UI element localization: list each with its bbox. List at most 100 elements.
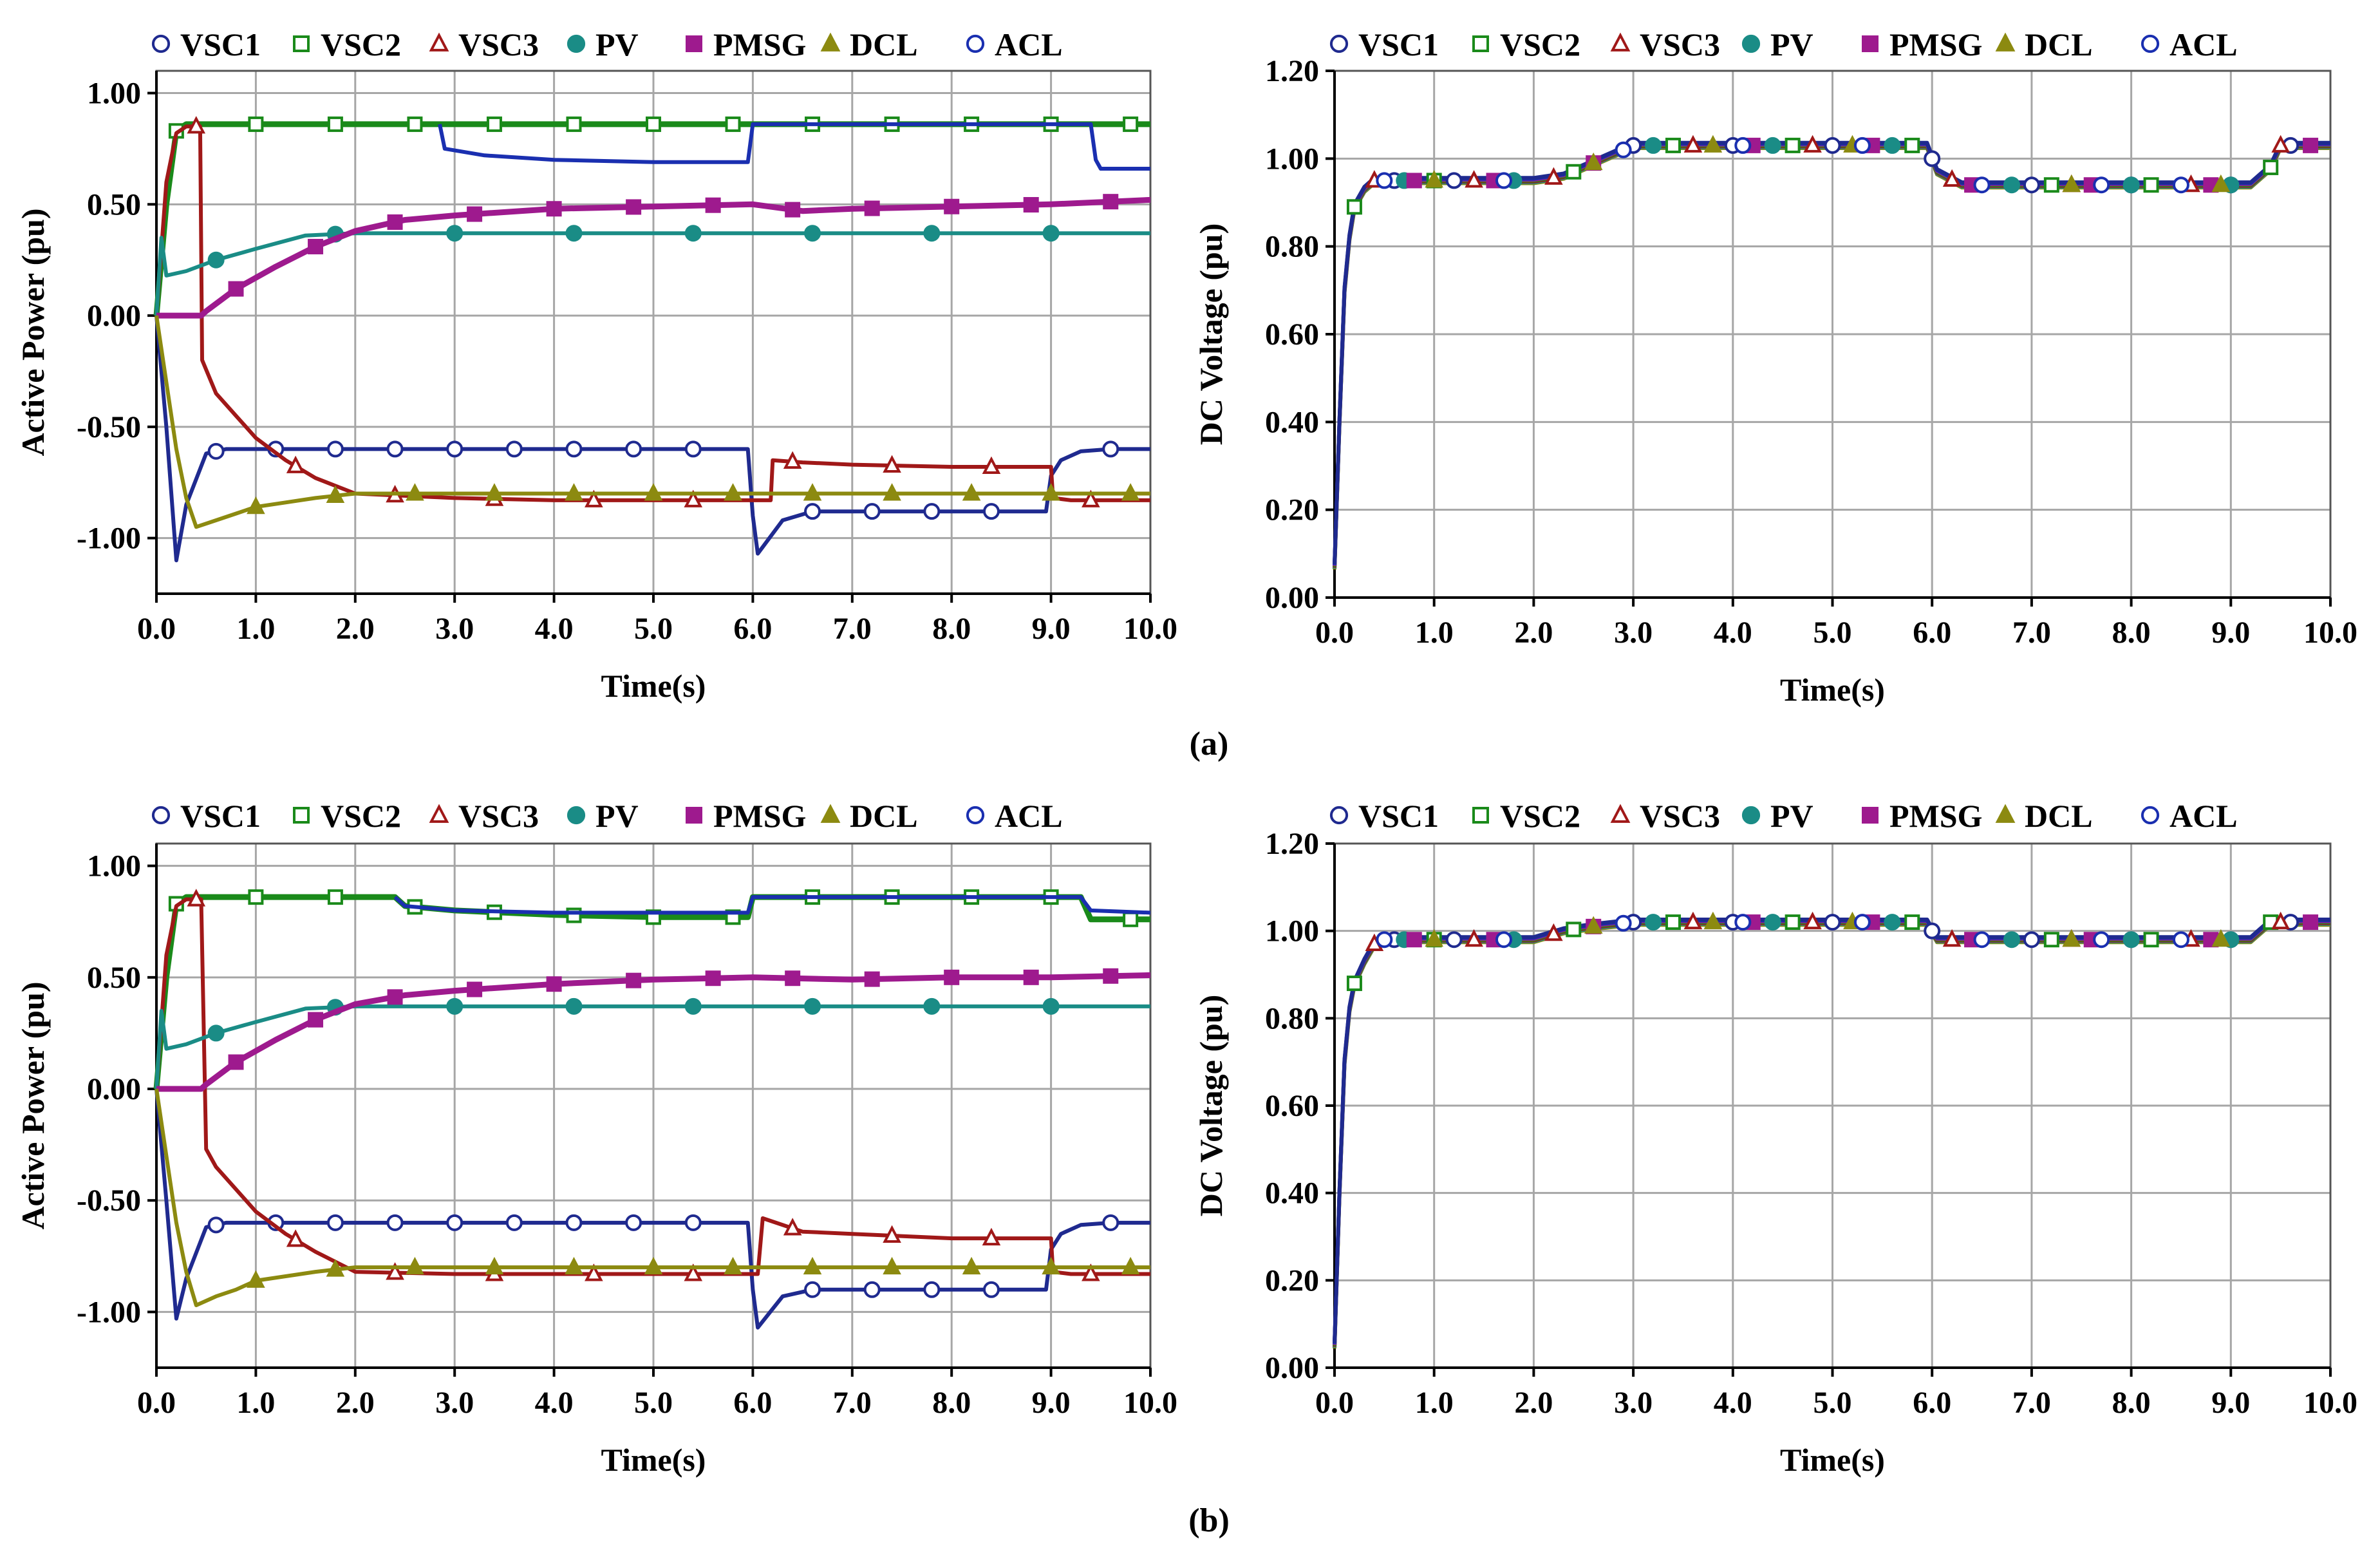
data-point-pmsg: [1406, 173, 1422, 189]
legend-label-acl: ACL: [995, 26, 1063, 62]
data-point-dcl: [2062, 929, 2081, 947]
x-tick-label: 8.0: [932, 1386, 971, 1420]
data-point-dcl: [2062, 174, 2081, 193]
panel-label-b: (b): [1188, 1502, 1230, 1539]
data-point-dcl: [724, 1256, 742, 1275]
x-tick-label: 2.0: [1514, 1386, 1553, 1420]
data-point-acl: [1376, 172, 1393, 189]
y-tick-label: 0.60: [1265, 317, 1319, 352]
data-point-acl: [1853, 914, 1871, 931]
data-point-vsc1: [1102, 1214, 1120, 1231]
y-tick-label: 0.00: [1265, 581, 1319, 615]
x-tick-label: 5.0: [1813, 616, 1852, 650]
legend-marker-dcl: [820, 32, 841, 52]
data-point-vsc1: [923, 1281, 941, 1298]
data-point-pv: [923, 225, 941, 242]
x-tick-label: 9.0: [2211, 616, 2250, 650]
y-tick-label: -1.00: [77, 522, 141, 556]
data-point-vsc3: [585, 1263, 603, 1281]
data-point-pv: [804, 225, 821, 242]
data-point-vsc3: [286, 1229, 305, 1247]
data-point-vsc1: [684, 440, 702, 458]
data-point-dcl: [644, 1256, 663, 1275]
data-point-dcl: [962, 1256, 981, 1275]
data-point-vsc1: [505, 1214, 523, 1231]
legend-marker-pmsg: [1862, 35, 1879, 52]
data-point-acl: [1495, 172, 1512, 189]
data-point-vsc1: [982, 503, 1000, 520]
data-point-pmsg: [864, 971, 880, 987]
legend-marker-acl: [966, 34, 985, 53]
legend-marker-pv: [567, 34, 586, 53]
legend-label-acl: ACL: [995, 798, 1063, 834]
data-point-vsc2: [2043, 177, 2059, 193]
y-tick-label: -0.50: [77, 1184, 141, 1218]
data-point-pmsg: [705, 970, 721, 986]
data-point-acl: [1853, 137, 1871, 154]
data-point-acl: [2093, 176, 2110, 194]
legend-label-dcl: DCL: [2025, 26, 2093, 62]
legend-label-acl: ACL: [2169, 798, 2238, 834]
legend-marker-pv: [1741, 34, 1761, 53]
data-point-vsc2: [1346, 976, 1362, 992]
legend-marker-vsc1: [1329, 34, 1349, 53]
legend-label-vsc2: VSC2: [321, 26, 401, 62]
x-tick-label: 4.0: [535, 612, 574, 646]
x-tick-label: 0.0: [137, 1386, 176, 1420]
data-point-dcl: [406, 483, 424, 501]
legend-label-vsc3: VSC3: [1640, 798, 1720, 834]
data-point-vsc1: [326, 440, 344, 458]
y-axis-title: DC Voltage (pu): [1193, 995, 1229, 1216]
data-point-vsc1: [386, 440, 404, 458]
data-point-dcl: [883, 483, 901, 501]
data-point-acl: [1734, 137, 1752, 154]
data-point-vsc2: [1785, 914, 1801, 930]
legend-marker-vsc2: [1472, 35, 1489, 52]
y-tick-label: 0.40: [1265, 405, 1319, 439]
x-tick-label: 2.0: [336, 612, 375, 646]
legend-marker-vsc2: [1472, 807, 1489, 824]
data-point-dcl: [883, 1256, 901, 1275]
data-point-vsc2: [1566, 921, 1582, 938]
legend-label-vsc2: VSC2: [1500, 798, 1580, 834]
data-point-acl: [2172, 931, 2189, 949]
data-point-vsc1: [565, 440, 583, 458]
legend-marker-pmsg: [686, 807, 702, 824]
data-point-vsc3: [1544, 167, 1563, 185]
data-point-vsc2: [1346, 199, 1362, 215]
legend-marker-vsc3: [429, 32, 449, 52]
x-tick-label: 9.0: [1032, 1386, 1071, 1420]
legend-label-vsc1: VSC1: [180, 26, 261, 62]
legend-marker-pmsg: [686, 35, 702, 52]
legend-label-dcl: DCL: [850, 26, 918, 62]
y-axis-title: DC Voltage (pu): [1193, 223, 1229, 445]
data-point-vsc1: [863, 503, 881, 520]
data-point-vsc3: [1465, 929, 1483, 947]
data-point-vsc2: [1665, 137, 1681, 153]
x-tick-label: 10.0: [2303, 1386, 2357, 1420]
data-point-acl: [2093, 931, 2110, 949]
data-point-dcl: [565, 483, 583, 501]
x-axis-title: Time(s): [1780, 1442, 1885, 1478]
data-point-pv: [1764, 137, 1781, 154]
legend-label-pv: PV: [595, 26, 639, 62]
data-point-pv: [2122, 931, 2140, 949]
x-tick-label: 6.0: [733, 612, 772, 646]
data-point-pmsg: [1103, 194, 1119, 210]
data-point-acl: [1495, 931, 1512, 949]
legend-marker-vsc3: [1610, 804, 1631, 823]
data-point-pmsg: [2303, 137, 2319, 153]
data-point-vsc3: [1683, 911, 1703, 930]
data-point-dcl: [803, 1256, 822, 1275]
y-tick-label: 1.00: [87, 849, 141, 883]
data-point-acl: [1973, 931, 1991, 949]
data-point-dcl: [644, 483, 663, 501]
y-tick-label: 0.50: [87, 961, 141, 995]
data-point-vsc3: [585, 489, 603, 507]
data-point-dcl: [1042, 483, 1060, 501]
data-point-vsc2: [248, 116, 264, 132]
data-point-vsc3: [1942, 169, 1962, 187]
y-tick-label: 0.50: [87, 187, 141, 222]
x-tick-label: 8.0: [932, 612, 971, 646]
data-point-pv: [207, 251, 225, 269]
